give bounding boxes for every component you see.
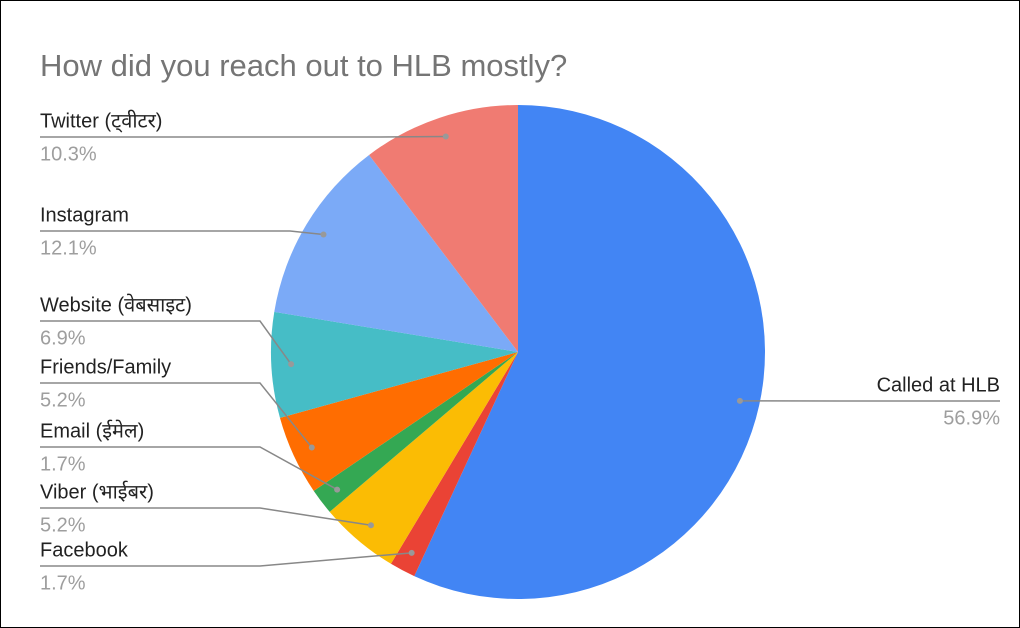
slice-label: Viber (भाईबर) [40,480,154,503]
leader-dot [308,444,315,451]
pie-slice [271,311,518,418]
leader-line [40,507,372,526]
slice-label: Twitter (ट्वीटर) [40,109,162,133]
leader-line [40,230,324,236]
chart-title: How did you reach out to HLB mostly? [40,48,567,83]
slice-label: Facebook [40,539,129,561]
slice-value-label: 1.7% [40,572,86,594]
leader-dot [408,549,415,556]
leader-dot [334,486,341,493]
slice-label: Website (वेबसाइट) [40,293,192,316]
slice-value-label: 10.3% [40,143,97,165]
leader-line [40,320,292,365]
slice-value-label: 6.9% [40,327,86,349]
leader-dot [320,231,327,238]
slice-value-label: 12.1% [40,237,97,259]
pie-slice [414,105,765,599]
leader-dot [442,133,449,140]
leader-line [40,552,412,567]
slice-value-label: 5.2% [40,514,86,536]
slice-value-label: 5.2% [40,389,86,411]
pie-slice [279,352,518,491]
leader-dot [288,361,295,368]
leader-line [40,446,338,491]
slice-label: Email (ईमेल) [40,419,144,442]
pie-slice [329,352,518,564]
slice-value-label: 1.7% [40,453,86,475]
slice-value-label: 56.9% [943,407,1000,429]
pie-slice [390,352,518,577]
slice-label: Called at HLB [877,374,1000,396]
pie-slice [313,352,518,512]
pie-slice [274,154,518,352]
leader-dot [367,522,374,529]
leader-dot [736,397,743,404]
slice-label: Friends/Family [40,356,171,378]
slice-label: Instagram [40,204,129,226]
leader-line [40,382,313,448]
pie-slice [369,105,518,352]
